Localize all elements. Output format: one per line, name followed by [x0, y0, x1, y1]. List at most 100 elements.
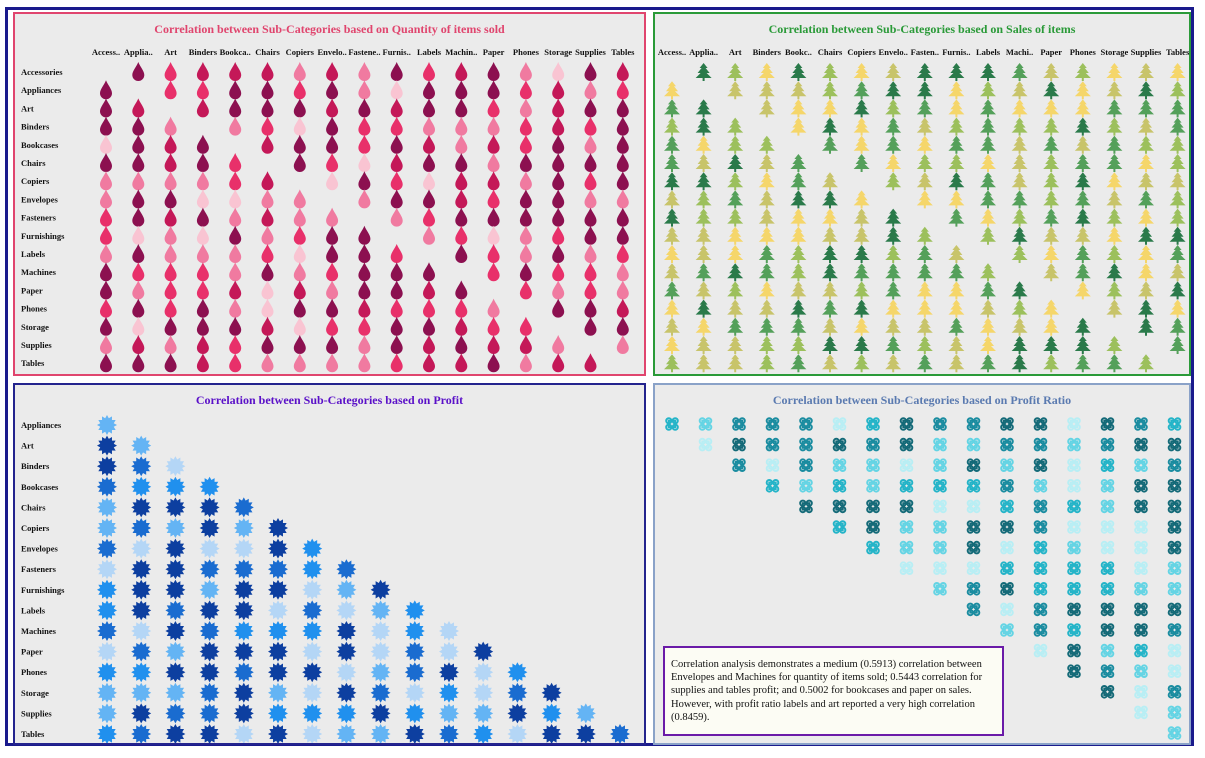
drop-mark: [552, 207, 565, 227]
tree-mark: [853, 245, 870, 263]
star-mark: [131, 621, 152, 641]
tree-mark: [664, 299, 680, 318]
profit-ratio-panel: Correlation between Sub-Categories based…: [653, 383, 1191, 745]
star-mark: [233, 559, 254, 580]
tree-mark: [1043, 172, 1060, 191]
drop-mark: [196, 98, 209, 118]
analysis-note: Correlation analysis demonstrates a medi…: [663, 646, 1004, 736]
command-mark: [1033, 540, 1048, 555]
tree-mark: [948, 117, 965, 136]
star-mark: [97, 641, 117, 662]
row-label: Art: [21, 103, 34, 113]
drop-mark: [164, 262, 177, 282]
star-mark: [302, 641, 323, 662]
drop-mark: [164, 353, 177, 373]
command-mark: [1000, 582, 1014, 596]
tree-mark: [727, 317, 744, 336]
tree-mark: [916, 190, 933, 209]
command-mark: [732, 417, 746, 431]
star-mark: [233, 662, 254, 683]
star-mark: [97, 435, 117, 456]
star-mark: [165, 456, 186, 477]
star-mark: [268, 641, 288, 662]
drop-mark: [358, 298, 371, 318]
drop-mark: [132, 116, 145, 136]
row-label: Furnishings: [21, 231, 65, 241]
tree-mark: [1106, 172, 1123, 191]
tree-mark: [1169, 117, 1186, 136]
command-mark: [1167, 437, 1182, 452]
star-mark: [370, 641, 391, 662]
command-mark: [1067, 437, 1081, 452]
drop-mark: [584, 353, 597, 373]
tree-mark: [980, 336, 996, 354]
sales-panel: Access.. Applia.. Art Binders Bookc.. Chairs C…: [653, 12, 1191, 376]
profit-panel: Appliances Art Binders Bookcases Chairs Copie…: [13, 383, 646, 745]
drop-mark: [196, 225, 209, 245]
tree-mark: [1106, 99, 1123, 118]
drop-mark: [358, 80, 371, 100]
command-mark: [832, 437, 847, 452]
tree-mark: [695, 208, 712, 227]
command-mark: [799, 417, 813, 431]
drop-mark: [455, 298, 468, 318]
tree-mark: [664, 354, 680, 373]
row-label: Supplies: [21, 708, 52, 718]
tree-mark: [1043, 354, 1060, 373]
col-label: Fasten..: [911, 47, 939, 57]
command-mark: [1000, 602, 1014, 617]
star-mark: [473, 682, 494, 703]
drop-mark: [423, 316, 435, 336]
drop-mark: [552, 171, 565, 191]
drop-mark: [519, 116, 532, 136]
command-mark: [899, 499, 914, 514]
star-mark: [233, 724, 254, 743]
command-mark: [866, 417, 880, 431]
star-mark: [370, 621, 391, 641]
drop-mark: [100, 171, 112, 191]
drop-mark: [455, 134, 468, 154]
command-mark: [1100, 540, 1115, 555]
star-mark: [507, 662, 528, 683]
tree-mark: [1169, 99, 1186, 118]
col-label: Storage: [1100, 47, 1128, 57]
tree-mark: [822, 245, 838, 263]
tree-mark: [1138, 172, 1154, 191]
command-mark: [732, 437, 746, 452]
command-mark: [866, 499, 880, 514]
tree-mark: [822, 208, 838, 227]
drop-mark: [132, 335, 145, 354]
star-mark: [131, 682, 152, 703]
command-mark: [1067, 602, 1081, 617]
command-mark: [1167, 623, 1182, 637]
tree-mark: [1138, 63, 1154, 81]
drop-mark: [455, 80, 468, 100]
drop-mark: [326, 280, 339, 300]
drop-mark: [390, 353, 403, 373]
drop-mark: [616, 244, 629, 263]
drop-mark: [293, 98, 306, 118]
col-label: Furnis..: [942, 47, 970, 57]
drop-mark: [229, 116, 242, 136]
command-mark: [1167, 458, 1182, 473]
tree-mark: [664, 190, 680, 209]
tree-mark: [885, 354, 902, 373]
tree-mark: [885, 63, 902, 81]
star-mark: [131, 559, 152, 580]
drop-mark: [196, 80, 209, 100]
col-label: Machi..: [1006, 47, 1033, 57]
drop-mark: [552, 98, 565, 118]
drop-mark: [229, 244, 242, 263]
star-mark: [404, 662, 425, 683]
col-label: Tables: [611, 47, 635, 57]
tree-mark: [948, 299, 965, 318]
profit-ratio-heatmap: [665, 417, 1182, 740]
drop-mark: [326, 244, 339, 263]
drop-mark: [487, 80, 500, 100]
drop-mark: [261, 62, 274, 81]
drop-mark: [196, 335, 209, 354]
tree-mark: [727, 336, 744, 354]
tree-mark: [664, 281, 680, 300]
drop-mark: [100, 280, 112, 300]
drop-mark: [519, 62, 532, 82]
